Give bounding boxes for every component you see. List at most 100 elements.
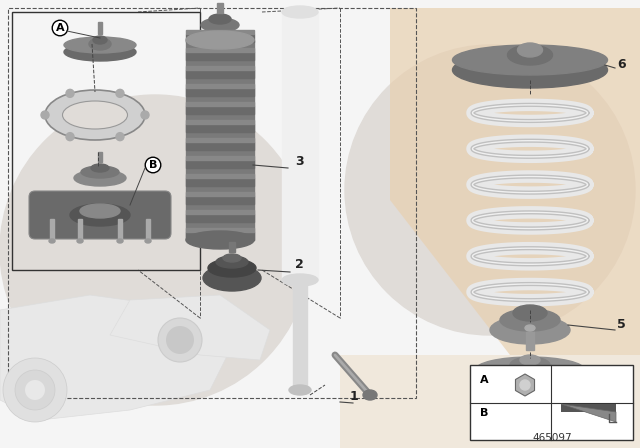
Ellipse shape	[289, 385, 311, 395]
Text: 5: 5	[617, 318, 626, 331]
Ellipse shape	[363, 390, 377, 400]
Ellipse shape	[216, 256, 248, 268]
Circle shape	[25, 380, 45, 400]
Bar	[470, 365, 633, 440]
Bar	[12, 12, 200, 270]
Text: 2: 2	[295, 258, 304, 271]
Ellipse shape	[186, 231, 254, 249]
Ellipse shape	[282, 274, 318, 286]
Bar	[186, 120, 254, 124]
Bar	[186, 88, 254, 96]
Circle shape	[345, 45, 635, 335]
Ellipse shape	[91, 164, 109, 172]
Ellipse shape	[77, 239, 83, 243]
Bar	[186, 160, 254, 168]
Text: A: A	[480, 375, 488, 385]
Bar	[186, 156, 254, 160]
Ellipse shape	[208, 259, 256, 277]
Ellipse shape	[70, 204, 130, 226]
Bar	[186, 48, 254, 52]
Bar	[282, 12, 318, 280]
Text: B: B	[149, 160, 157, 170]
Bar	[186, 124, 254, 132]
Ellipse shape	[525, 325, 535, 331]
Circle shape	[0, 95, 310, 405]
Circle shape	[141, 111, 149, 119]
Bar	[186, 196, 254, 204]
Ellipse shape	[80, 204, 120, 218]
Text: A: A	[56, 23, 64, 33]
Circle shape	[116, 133, 124, 141]
Ellipse shape	[293, 386, 307, 394]
Bar	[186, 106, 254, 114]
Bar	[186, 84, 254, 88]
Bar	[118, 219, 122, 241]
Ellipse shape	[475, 357, 585, 383]
Bar	[186, 178, 254, 186]
Polygon shape	[390, 8, 640, 355]
Bar	[186, 52, 254, 60]
Bar	[186, 192, 254, 196]
Text: 465097: 465097	[532, 433, 572, 443]
Bar	[98, 152, 102, 162]
Ellipse shape	[186, 31, 254, 49]
Ellipse shape	[510, 357, 550, 373]
Circle shape	[3, 358, 67, 422]
Ellipse shape	[452, 45, 607, 75]
Text: 6: 6	[617, 58, 626, 71]
Ellipse shape	[475, 363, 585, 393]
Ellipse shape	[93, 36, 107, 44]
Ellipse shape	[223, 254, 241, 262]
Polygon shape	[0, 295, 230, 420]
Ellipse shape	[490, 316, 570, 344]
Bar	[78, 219, 82, 241]
Bar	[526, 328, 534, 350]
Circle shape	[116, 89, 124, 97]
Bar	[186, 70, 254, 78]
Bar	[186, 228, 254, 232]
Ellipse shape	[49, 239, 55, 243]
Circle shape	[41, 111, 49, 119]
Bar	[217, 3, 223, 13]
Ellipse shape	[452, 52, 607, 88]
Ellipse shape	[89, 38, 111, 50]
Ellipse shape	[513, 305, 547, 321]
Polygon shape	[110, 295, 270, 360]
Bar	[186, 34, 254, 42]
Ellipse shape	[63, 101, 127, 129]
Bar	[186, 232, 254, 240]
Ellipse shape	[145, 239, 151, 243]
Bar	[146, 219, 150, 241]
Bar	[186, 174, 254, 178]
Bar	[8, 8, 416, 398]
Text: B: B	[480, 408, 488, 418]
Text: 4: 4	[617, 365, 626, 378]
Bar	[186, 40, 254, 240]
Ellipse shape	[209, 14, 231, 24]
Text: 1: 1	[350, 390, 359, 403]
Polygon shape	[561, 404, 616, 422]
Bar	[186, 142, 254, 150]
Bar	[186, 102, 254, 106]
Ellipse shape	[64, 43, 136, 61]
Bar	[50, 219, 54, 241]
Ellipse shape	[81, 166, 119, 178]
Circle shape	[15, 370, 55, 410]
Bar	[186, 214, 254, 222]
Circle shape	[66, 133, 74, 141]
Text: 3: 3	[295, 155, 303, 168]
Bar	[293, 280, 307, 390]
Ellipse shape	[117, 239, 123, 243]
Ellipse shape	[45, 90, 145, 140]
Ellipse shape	[500, 309, 560, 331]
Ellipse shape	[518, 43, 543, 57]
Circle shape	[166, 326, 194, 354]
Ellipse shape	[64, 37, 136, 53]
Ellipse shape	[203, 265, 261, 291]
Circle shape	[66, 89, 74, 97]
Bar	[186, 138, 254, 142]
Ellipse shape	[74, 170, 126, 186]
Circle shape	[520, 380, 530, 390]
Polygon shape	[561, 404, 616, 412]
Ellipse shape	[520, 355, 540, 365]
